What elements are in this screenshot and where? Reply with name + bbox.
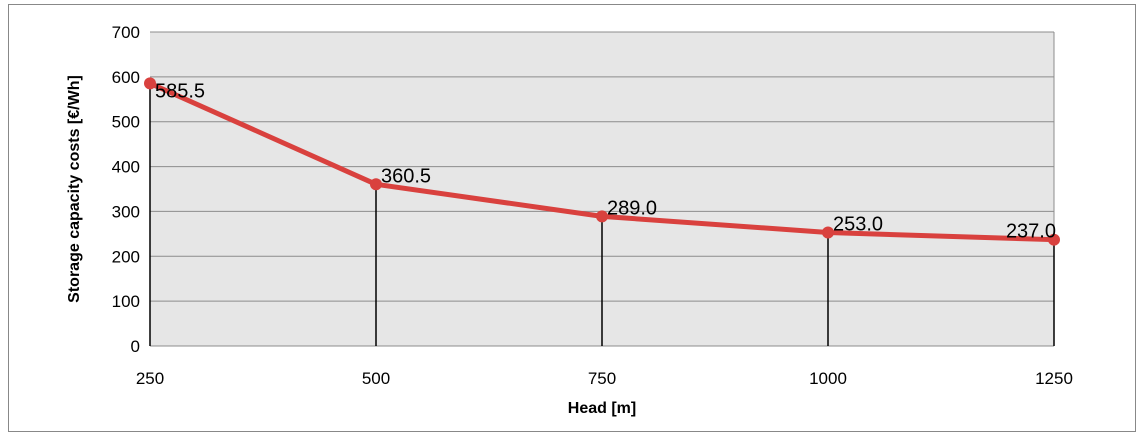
data-point: [596, 210, 608, 223]
chart-frame: 0 100 200 300 400 500 600 700 250 500 750 1000 1250…: [8, 4, 1136, 432]
y-tick-label: 500: [112, 113, 140, 132]
data-label: 237.0: [1006, 221, 1056, 243]
x-tick-label: 250: [136, 369, 164, 388]
y-tick-label: 400: [112, 158, 140, 177]
data-point: [822, 226, 834, 239]
data-points: [144, 77, 1060, 246]
data-label: 253.0: [833, 214, 883, 236]
data-label: 289.0: [607, 197, 657, 219]
x-tick-label: 500: [362, 369, 390, 388]
y-tick-label: 700: [112, 23, 140, 42]
line-chart: 0 100 200 300 400 500 600 700 250 500 750 1000 1250…: [66, 23, 1073, 417]
y-axis-ticks: 0 100 200 300 400 500 600 700: [112, 23, 140, 356]
data-point: [144, 77, 156, 90]
y-tick-label: 100: [112, 292, 140, 311]
data-point: [1048, 233, 1060, 246]
data-point: [370, 178, 382, 191]
y-tick-label: 0: [131, 337, 140, 356]
y-axis-title: Storage capacity costs [€/Wh]: [66, 75, 83, 303]
y-tick-label: 200: [112, 247, 140, 266]
x-axis-ticks: 250 500 750 1000 1250: [136, 369, 1073, 388]
x-axis-title: Head [m]: [568, 400, 636, 417]
x-tick-label: 1250: [1035, 369, 1073, 388]
y-tick-label: 600: [112, 68, 140, 87]
x-tick-label: 1000: [809, 369, 847, 388]
drop-lines: [149, 83, 1055, 346]
y-tick-label: 300: [112, 202, 140, 221]
data-label: 585.5: [155, 80, 205, 102]
data-label: 360.5: [381, 165, 431, 187]
x-tick-label: 750: [588, 369, 616, 388]
data-labels: 585.5 360.5 289.0 253.0 237.0: [155, 80, 1056, 242]
